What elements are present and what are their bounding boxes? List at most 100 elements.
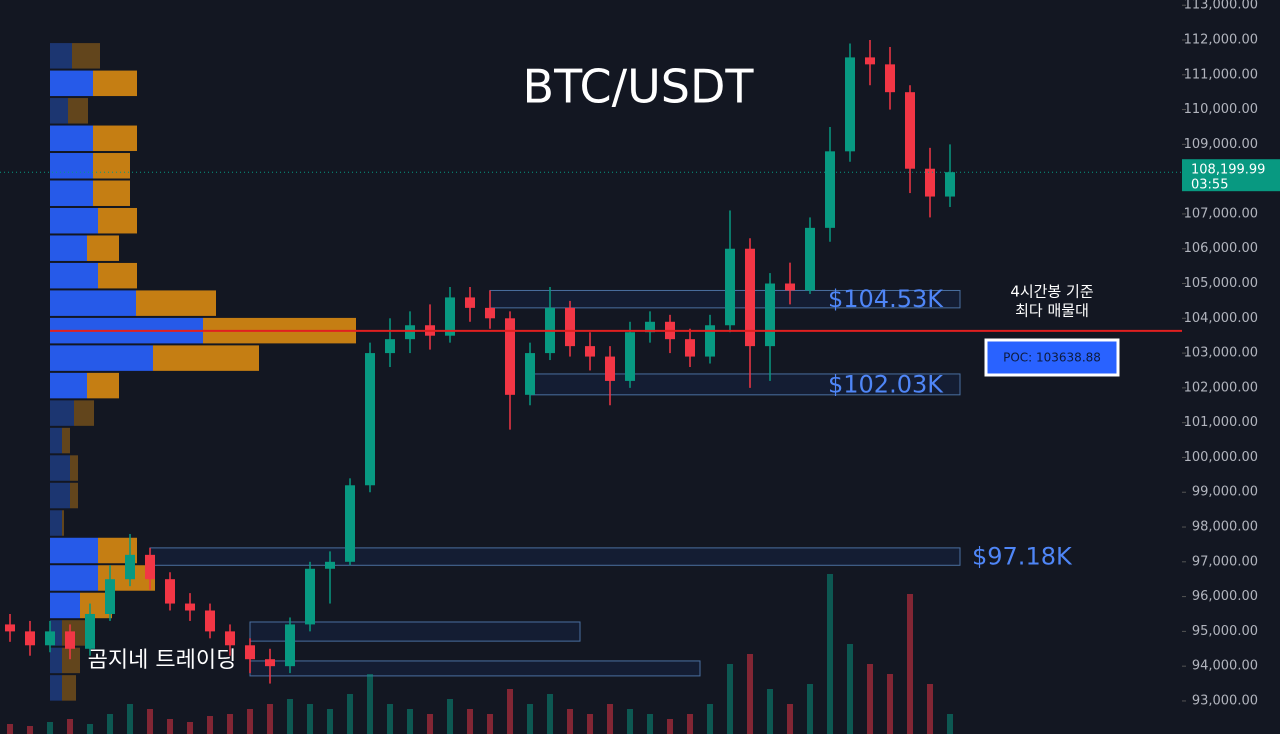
candle-body [145, 554, 155, 580]
volume-bar [867, 664, 873, 734]
profile-sell [93, 125, 137, 152]
candle-body [585, 346, 595, 357]
profile-sell [93, 153, 130, 179]
candle-body [325, 561, 335, 569]
profile-sell [62, 675, 76, 701]
profile-sell [98, 207, 137, 234]
profile-sell [62, 427, 70, 454]
poc-label: POC: 103638.88 [1003, 351, 1101, 365]
candle-body [765, 283, 775, 347]
candle-body [185, 603, 195, 611]
profile-buy [50, 482, 70, 509]
candle-body [125, 554, 135, 580]
volume-bar [267, 704, 273, 734]
candle-body [405, 325, 415, 340]
price-tag [1182, 159, 1280, 192]
zone-label: $102.03K [828, 370, 944, 398]
candle-body [225, 631, 235, 646]
profile-sell [93, 180, 130, 206]
candle-body [485, 307, 495, 319]
profile-buy [50, 675, 62, 701]
candle-body [205, 610, 215, 632]
volume-bar [167, 719, 173, 734]
volume-bar [807, 684, 813, 734]
candle-body [85, 613, 95, 649]
volume-bar [67, 719, 73, 734]
candle-body [845, 57, 855, 152]
watermark: 곰지네 트레이딩 [88, 648, 237, 673]
zone-label: $97.18K [972, 543, 1073, 571]
zone [249, 660, 701, 677]
candle-body [265, 659, 275, 667]
volume-bar [827, 574, 833, 734]
y-tick-label: 103,000.00 [1184, 346, 1258, 361]
y-tick-label: 101,000.00 [1184, 415, 1258, 430]
profile-sell [72, 43, 100, 69]
volume-bar [467, 709, 473, 734]
candle-body [605, 356, 615, 381]
zone [149, 547, 961, 566]
candle-body [285, 624, 295, 667]
profile-buy [50, 70, 93, 97]
volume-bar [527, 704, 533, 734]
y-tick-label: 105,000.00 [1184, 276, 1258, 291]
y-tick-label: 94,000.00 [1192, 659, 1258, 674]
volume-bar [207, 716, 213, 734]
y-tick-label: 113,000.00 [1184, 0, 1258, 13]
profile-sell [70, 482, 78, 509]
countdown: 03:55 [1191, 178, 1228, 193]
annotation: 최다 매물대 [1015, 302, 1089, 320]
profile-buy [50, 455, 70, 481]
profile-buy [50, 290, 136, 316]
volume-bar [647, 714, 653, 734]
candle-body [725, 248, 735, 326]
volume-bar [787, 704, 793, 734]
candle-body [5, 624, 15, 632]
y-tick-label: 107,000.00 [1184, 206, 1258, 221]
volume-bar [687, 714, 693, 734]
profile-sell [87, 235, 119, 261]
profile-buy [50, 345, 153, 371]
volume-bar [327, 709, 333, 734]
candle-body [465, 297, 475, 308]
profile-buy [50, 180, 93, 206]
profile-sell [136, 290, 216, 316]
y-tick-label: 112,000.00 [1184, 33, 1258, 48]
y-tick-label: 106,000.00 [1184, 241, 1258, 256]
profile-buy [50, 207, 98, 234]
candle-body [25, 631, 35, 646]
volume-bar [427, 714, 433, 734]
candle-body [345, 485, 355, 562]
volume-bar [407, 709, 413, 734]
profile-buy [50, 125, 93, 152]
volume-bar [47, 722, 53, 734]
candle-body [905, 92, 915, 169]
candle-body [65, 631, 75, 649]
profile-buy [50, 537, 98, 564]
y-tick-label: 111,000.00 [1184, 67, 1258, 82]
volume-bar [847, 644, 853, 734]
volume-bar [947, 714, 953, 734]
volume-bar [387, 704, 393, 734]
candle-body [945, 172, 955, 197]
volume-bar [367, 674, 373, 734]
profile-sell [93, 70, 137, 97]
volume-bar [87, 724, 93, 734]
y-tick-label: 104,000.00 [1184, 311, 1258, 326]
profile-buy [50, 235, 87, 261]
zone-label: $104.53K [828, 285, 944, 313]
profile-buy [50, 43, 72, 69]
candle-body [365, 353, 375, 486]
candle-body [625, 332, 635, 381]
candle-body [45, 631, 55, 646]
y-tick-label: 97,000.00 [1192, 554, 1258, 569]
volume-bar [227, 714, 233, 734]
candle-body [645, 321, 655, 333]
candle-body [825, 151, 835, 228]
volume-bar [547, 694, 553, 734]
candle-body [925, 168, 935, 197]
candle-body [445, 297, 455, 336]
profile-sell [70, 455, 78, 481]
